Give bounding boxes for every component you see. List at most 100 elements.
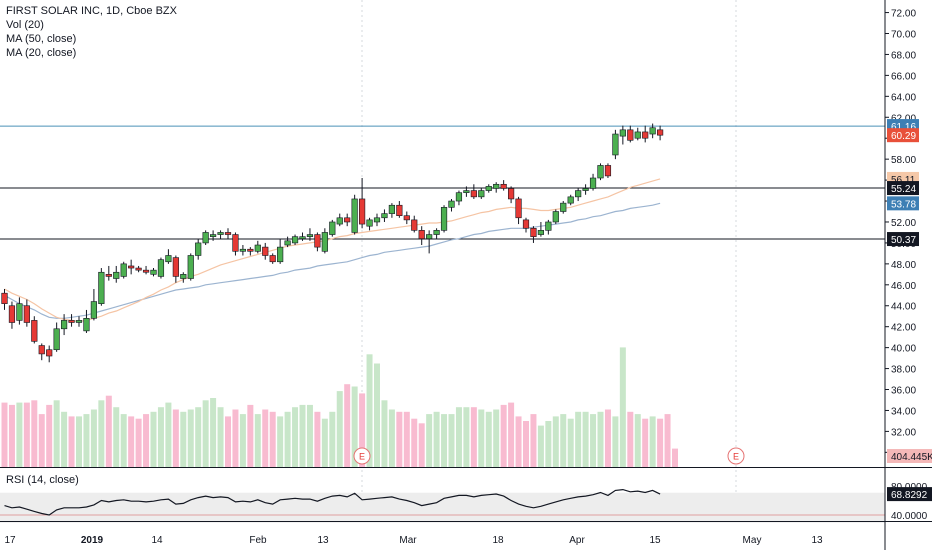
candle — [306, 228, 314, 241]
candle-body — [448, 200, 455, 208]
candle-body — [515, 198, 522, 219]
candle — [1, 288, 8, 310]
price-badge-label: 50.37 — [891, 235, 916, 246]
candle — [537, 221, 544, 237]
candle — [396, 201, 403, 218]
candle — [515, 196, 522, 225]
volume-indicator-label[interactable]: Vol (20) — [6, 19, 44, 31]
candle-body — [411, 219, 418, 231]
ma50-indicator-label[interactable]: MA (50, close) — [6, 33, 77, 45]
volume-bar — [575, 411, 582, 467]
candle-body — [120, 263, 127, 277]
candle-body — [239, 248, 247, 252]
price-badge-label: 60.29 — [891, 131, 916, 142]
earnings-marker[interactable]: E — [727, 447, 745, 465]
candle-body — [217, 232, 224, 235]
time-axis[interactable]: 17 2019 14 Feb 13 Mar 18 Apr 15 May 13 — [4, 535, 823, 546]
price-badge — [887, 449, 932, 463]
candle — [604, 163, 612, 179]
candle — [627, 125, 634, 143]
volume-bar — [381, 400, 388, 467]
candle — [299, 232, 306, 241]
symbol-title[interactable]: FIRST SOLAR INC, 1D, Cboe BZX — [6, 5, 177, 17]
candle-body — [396, 204, 403, 216]
volume-bar — [120, 414, 127, 467]
candle-body — [329, 221, 336, 235]
candle-body — [388, 204, 396, 214]
candle-body — [306, 234, 314, 237]
candle — [545, 219, 552, 235]
candle-body — [68, 320, 75, 323]
ma20-indicator-label[interactable]: MA (20, close) — [6, 47, 77, 59]
candle — [195, 238, 202, 260]
rsi-indicator-label[interactable]: RSI (14, close) — [6, 474, 79, 486]
candle-body — [299, 236, 306, 240]
rsi-line — [4, 488, 661, 516]
candle-body — [604, 165, 612, 177]
candle-body — [545, 221, 552, 231]
candle-body — [440, 207, 448, 231]
candle — [463, 186, 470, 197]
candle-body — [142, 269, 150, 273]
candle — [202, 230, 209, 246]
candle — [522, 217, 530, 233]
volume-bar — [567, 418, 574, 467]
candle — [656, 125, 664, 141]
price-tick-label: 52.00 — [891, 218, 916, 229]
price-badge — [887, 181, 919, 196]
time-axis-label: 13 — [317, 535, 329, 546]
candle-body — [53, 328, 60, 351]
volume-bar — [90, 409, 97, 467]
volume-bar — [217, 407, 224, 467]
candle-body — [98, 271, 105, 304]
time-axis-label: May — [743, 535, 762, 546]
candle-body — [8, 305, 16, 323]
volume-bar — [38, 414, 45, 467]
candle — [314, 232, 321, 252]
volume-bar — [470, 407, 477, 467]
volume-bar — [210, 398, 217, 467]
candle — [150, 268, 157, 277]
candle — [642, 125, 649, 143]
volume-bar — [627, 411, 634, 467]
candle-body — [381, 213, 388, 219]
candle-body — [537, 230, 544, 235]
candle — [366, 217, 373, 231]
candle-body — [560, 202, 567, 212]
volume-bar — [500, 404, 507, 467]
candle — [60, 314, 68, 336]
candle — [455, 190, 463, 206]
volume-bar — [359, 393, 366, 467]
price-tick-label: 70.00 — [891, 30, 916, 41]
candle-body — [463, 190, 470, 193]
candle-body — [135, 267, 142, 271]
candle-body — [567, 196, 574, 204]
candle — [210, 230, 217, 241]
candle-body — [113, 271, 120, 279]
volume-bar — [262, 409, 269, 467]
volume-bar — [366, 354, 373, 467]
candle-body — [75, 320, 83, 323]
volume-bar — [672, 448, 678, 467]
candle — [418, 226, 425, 246]
price-badge — [887, 232, 919, 247]
candle — [411, 215, 418, 233]
candle-body — [269, 255, 276, 263]
price-tick-label: 48.00 — [891, 260, 916, 271]
volume-bar — [455, 407, 462, 467]
candle-body — [284, 240, 291, 246]
candle-body — [582, 188, 589, 191]
volume-bar — [98, 400, 105, 467]
candle — [180, 272, 187, 283]
volume-bars — [1, 347, 678, 467]
candle — [172, 255, 179, 283]
candle-body — [321, 232, 328, 252]
volume-bar — [374, 363, 380, 467]
candle-body — [597, 165, 604, 179]
candle — [98, 268, 105, 306]
price-badge-label: 56.11 — [891, 175, 916, 186]
earnings-marker[interactable]: E — [353, 447, 371, 465]
